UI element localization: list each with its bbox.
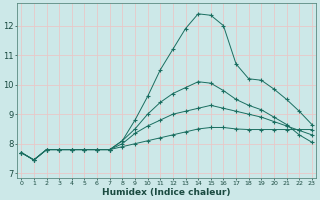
X-axis label: Humidex (Indice chaleur): Humidex (Indice chaleur) (102, 188, 231, 197)
